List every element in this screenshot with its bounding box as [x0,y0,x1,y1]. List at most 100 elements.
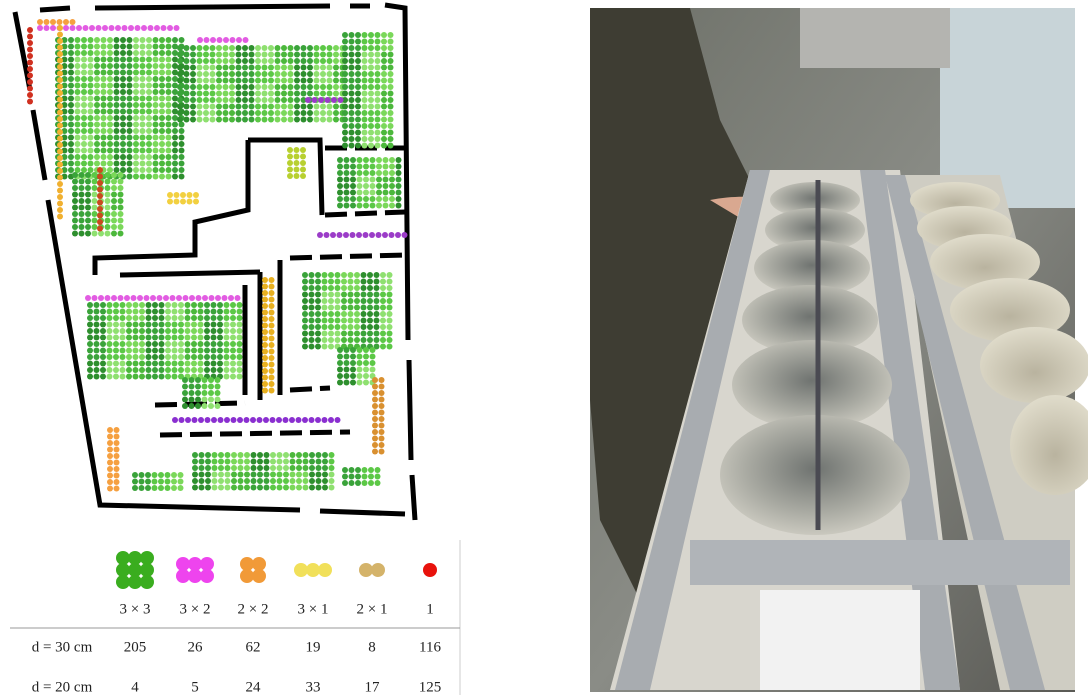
dot [131,295,137,301]
dot [379,449,385,455]
dot [307,45,313,51]
dot [190,71,196,77]
dot [210,65,216,71]
dot [229,45,235,51]
dot [290,459,296,465]
dot [223,84,229,90]
dot [146,335,152,341]
dot [322,331,328,337]
column-header: 2 × 1 [357,601,388,617]
dot [111,224,117,230]
dot [146,167,152,173]
dot [236,110,242,116]
dot [204,354,210,360]
dot [225,465,231,471]
dot [342,467,348,473]
dot [244,417,250,423]
dot [388,136,394,142]
dot [107,76,113,82]
dot [120,63,126,69]
dot [269,368,275,374]
dot [270,478,276,484]
dot [314,71,320,77]
dot [262,117,268,123]
dot [230,361,236,367]
dot [242,110,248,116]
dot [229,97,235,103]
dot [381,104,387,110]
dot [236,84,242,90]
dot [230,341,236,347]
dot [367,337,373,343]
dot [237,361,243,367]
dot [111,179,117,185]
dot [57,168,63,174]
dot [309,311,315,317]
dot [177,91,183,97]
dot [114,128,120,134]
dot [383,183,389,189]
dot [362,474,368,480]
dot [120,348,126,354]
dot [211,341,217,347]
dot [146,37,152,43]
dot [212,485,218,491]
dot [165,367,171,373]
dot [210,58,216,64]
dot [127,44,133,50]
dot [159,309,165,315]
dot [107,473,113,479]
dot [159,328,165,334]
dot [350,183,356,189]
dot [294,71,300,77]
dot [107,460,113,466]
dot [229,52,235,58]
dot [257,417,263,423]
dot [362,143,368,149]
dot [322,344,328,350]
dot [88,57,94,63]
dot [166,174,172,180]
dot [133,335,139,341]
dot [204,341,210,347]
dot [87,315,93,321]
dot [281,110,287,116]
dot [315,311,321,317]
dot [190,110,196,116]
dot [159,348,165,354]
dot [159,322,165,328]
dot [75,89,81,95]
dot [208,397,214,403]
dot [44,19,50,25]
dot [309,292,315,298]
dot [210,78,216,84]
dot [140,57,146,63]
dot [166,76,172,82]
dot [314,91,320,97]
dot [354,331,360,337]
dot [249,71,255,77]
dot [388,58,394,64]
dot [328,318,334,324]
photo [590,8,1088,692]
dot [79,224,85,230]
dot [370,354,376,360]
dot [113,354,119,360]
dot [362,32,368,38]
dot [132,479,138,485]
dot [343,232,349,238]
dot [338,97,344,103]
dot [126,374,132,380]
dot [81,122,87,128]
dot [309,331,315,337]
dot [153,57,159,63]
dot [388,117,394,123]
dot [270,485,276,491]
dot [374,285,380,291]
dot [197,78,203,84]
dot [322,459,328,465]
cell: 4 [131,679,139,695]
dot [94,83,100,89]
dot [105,172,111,178]
dot [72,198,78,204]
